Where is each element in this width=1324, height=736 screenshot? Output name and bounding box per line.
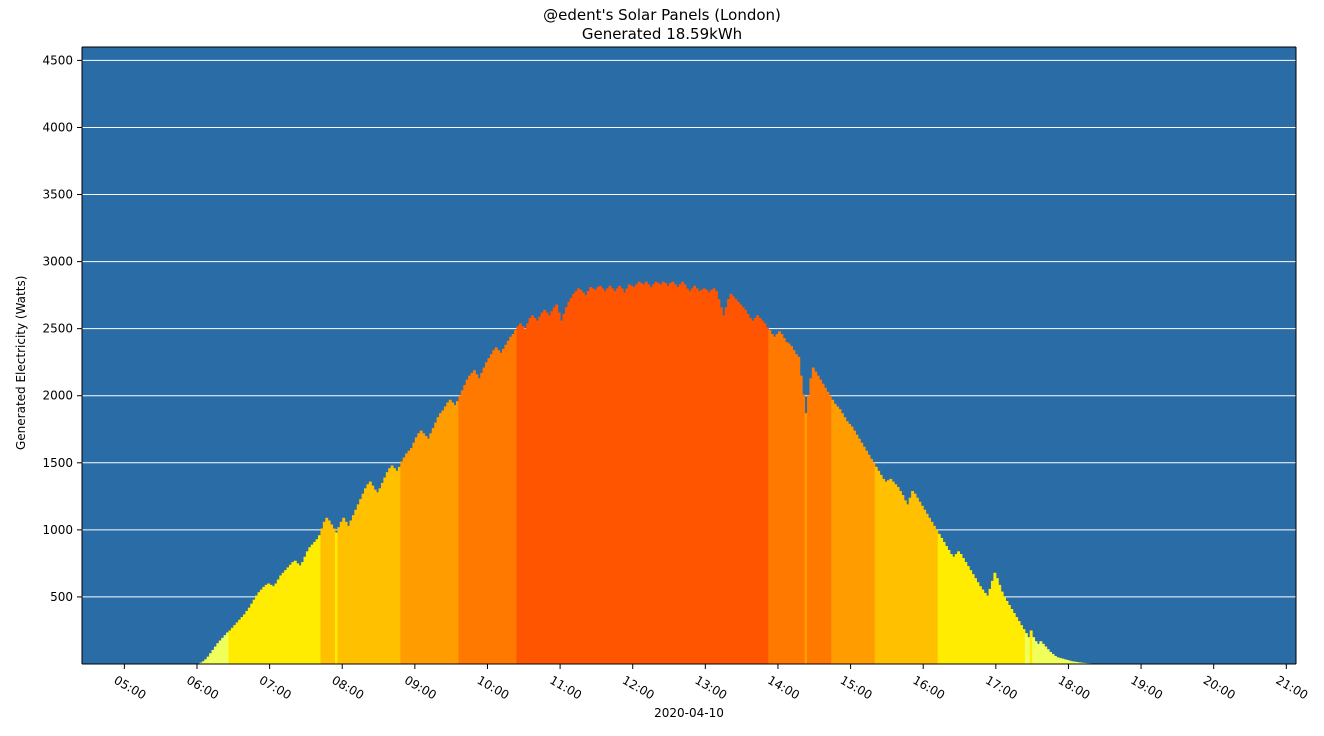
- svg-text:07:00: 07:00: [257, 673, 294, 702]
- svg-text:15:00: 15:00: [838, 673, 875, 702]
- x-axis-label: 2020-04-10: [82, 706, 1296, 720]
- svg-text:2000: 2000: [42, 389, 73, 403]
- svg-text:1500: 1500: [42, 456, 73, 470]
- svg-text:18:00: 18:00: [1056, 673, 1093, 702]
- plot-svg: 500 1000 1500 2000 2500 3000 3500 4000 4500 05:00…: [0, 0, 1324, 736]
- svg-text:13:00: 13:00: [692, 673, 729, 702]
- svg-text:3500: 3500: [42, 188, 73, 202]
- svg-text:10:00: 10:00: [475, 673, 512, 702]
- svg-text:4000: 4000: [42, 120, 73, 134]
- svg-text:09:00: 09:00: [402, 673, 439, 702]
- svg-text:08:00: 08:00: [329, 673, 366, 702]
- svg-text:20:00: 20:00: [1201, 673, 1238, 702]
- chart-container: @edent's Solar Panels (London) Generated…: [0, 0, 1324, 736]
- svg-text:06:00: 06:00: [184, 673, 221, 702]
- svg-text:3000: 3000: [42, 255, 73, 269]
- svg-text:12:00: 12:00: [620, 673, 657, 702]
- svg-text:21:00: 21:00: [1273, 673, 1310, 702]
- svg-text:16:00: 16:00: [910, 673, 947, 702]
- svg-text:2500: 2500: [42, 322, 73, 336]
- svg-text:14:00: 14:00: [765, 673, 802, 702]
- svg-text:500: 500: [50, 590, 73, 604]
- svg-text:05:00: 05:00: [111, 673, 148, 702]
- svg-text:4500: 4500: [42, 53, 73, 67]
- svg-text:19:00: 19:00: [1128, 673, 1165, 702]
- svg-text:11:00: 11:00: [547, 673, 584, 702]
- svg-text:1000: 1000: [42, 523, 73, 537]
- svg-text:17:00: 17:00: [983, 673, 1020, 702]
